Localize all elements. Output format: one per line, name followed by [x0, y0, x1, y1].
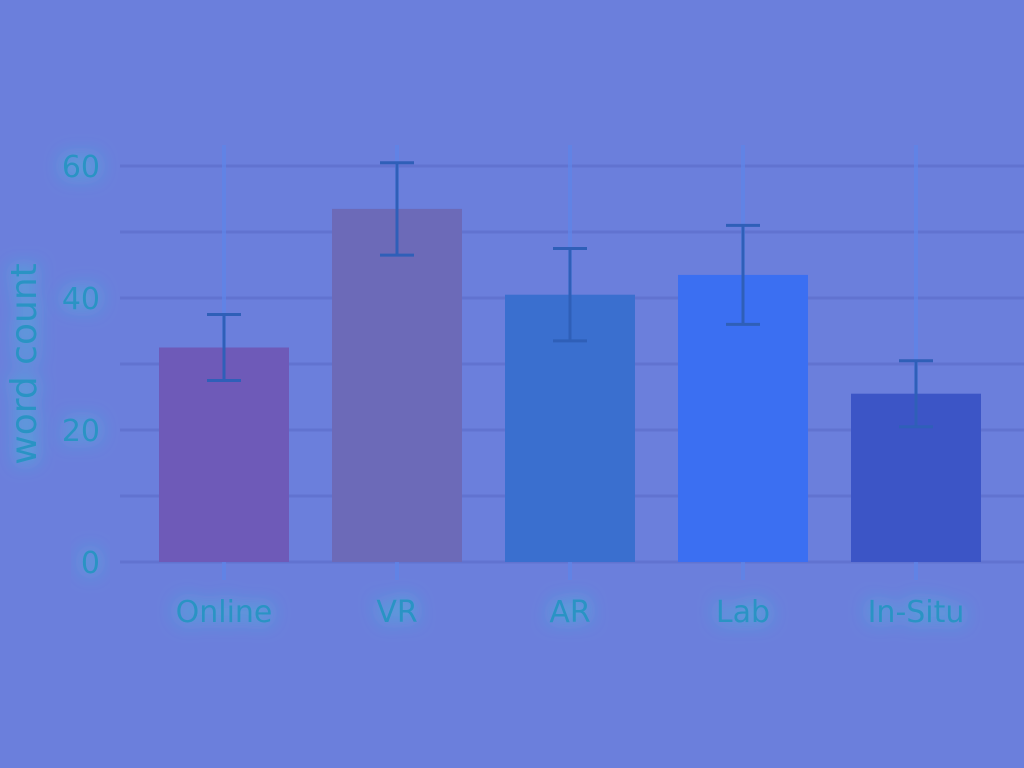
- error-bar-in-situ: [899, 359, 933, 429]
- bar-vr: [332, 208, 462, 562]
- error-bars: [207, 161, 933, 429]
- error-bar-ar: [553, 247, 587, 343]
- error-bar-lab: [726, 223, 760, 326]
- bars: [159, 208, 981, 562]
- tick-labels: Online VR AR Lab In-Situ 0 20 40 60: [62, 150, 965, 630]
- error-bar-vr: [380, 161, 414, 257]
- y-tick-label: 60: [62, 150, 100, 185]
- x-tick-label: AR: [549, 595, 590, 630]
- x-tick-label: VR: [376, 595, 417, 630]
- error-bar-online: [207, 313, 241, 382]
- x-tick-label: In-Situ: [868, 595, 965, 630]
- y-tick-label: 20: [62, 414, 100, 449]
- x-tick-label: Online: [176, 595, 273, 630]
- bar-online: [159, 347, 289, 562]
- y-axis-title: word count: [4, 263, 45, 465]
- y-tick-label: 40: [62, 282, 100, 317]
- x-tick-label: Lab: [716, 595, 770, 630]
- y-tick-label: 0: [81, 546, 100, 581]
